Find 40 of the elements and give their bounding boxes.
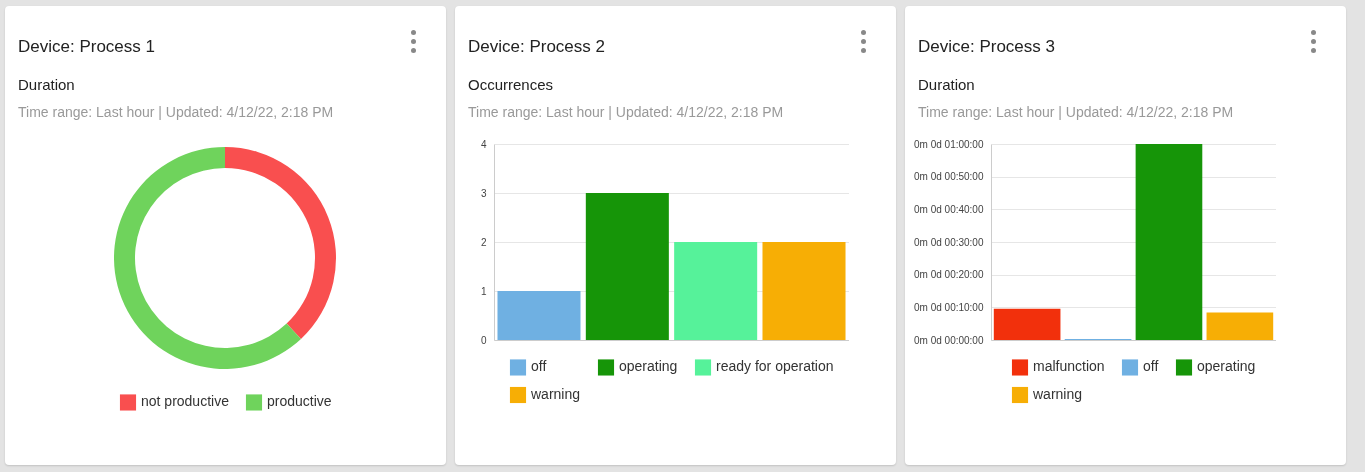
text: 0m 0d 00:30:00 — [914, 236, 984, 248]
chart-title: Device: Process 3 — [918, 37, 1055, 57]
legend-label: operating — [1197, 358, 1256, 375]
donut-slice — [114, 147, 301, 369]
y-tick-label: 3 — [480, 187, 487, 199]
legend-label: warning — [530, 386, 581, 402]
chart-title: Device: Process 2 — [468, 37, 605, 57]
text: 0m 0d 01:00:00 — [914, 138, 984, 150]
bar — [762, 242, 846, 340]
chart-title: Device: Process 1 — [18, 37, 155, 57]
y-tick-label: 4 — [480, 138, 487, 150]
legend-label: productive — [267, 393, 332, 410]
y-tick-label: 1 — [480, 285, 487, 297]
bar — [993, 308, 1061, 340]
donut-slice — [225, 147, 336, 339]
bar — [1135, 144, 1203, 340]
y-tick-label: 2 — [480, 236, 487, 248]
y-tick-label: 0 — [480, 334, 487, 346]
legend-label: warning — [1032, 386, 1083, 402]
text: 0m 0d 00:00:00 — [914, 334, 984, 346]
legend-label: off — [1143, 358, 1159, 375]
text: 0m 0d 00:40:00 — [914, 203, 984, 215]
text: Time range: Last hour | Updated: 4/12/22, 2:18 PM — [918, 104, 1234, 120]
bar — [674, 242, 758, 340]
chart-subtitle: Occurrences — [468, 76, 554, 93]
text: Time range: Last hour | Updated: 4/12/22, 2:18 PM — [18, 104, 334, 120]
legend-label: not productive — [141, 393, 230, 410]
legend-label: off — [531, 358, 547, 375]
legend-label: malfunction — [1033, 358, 1105, 375]
chart-subtitle: Duration — [18, 76, 75, 93]
legend-label: operating — [619, 358, 678, 375]
text: 0m 0d 00:50:00 — [914, 171, 984, 183]
text: Time range: Last hour | Updated: 4/12/22, 2:18 PM — [468, 104, 784, 120]
text: 0m 0d 00:10:00 — [914, 301, 984, 313]
legend-label: ready for operation — [716, 358, 834, 375]
bar — [1206, 312, 1274, 340]
bar — [497, 291, 581, 340]
chart-subtitle: Duration — [918, 76, 975, 93]
bar — [585, 193, 669, 340]
text: 0m 0d 00:20:00 — [914, 269, 984, 281]
